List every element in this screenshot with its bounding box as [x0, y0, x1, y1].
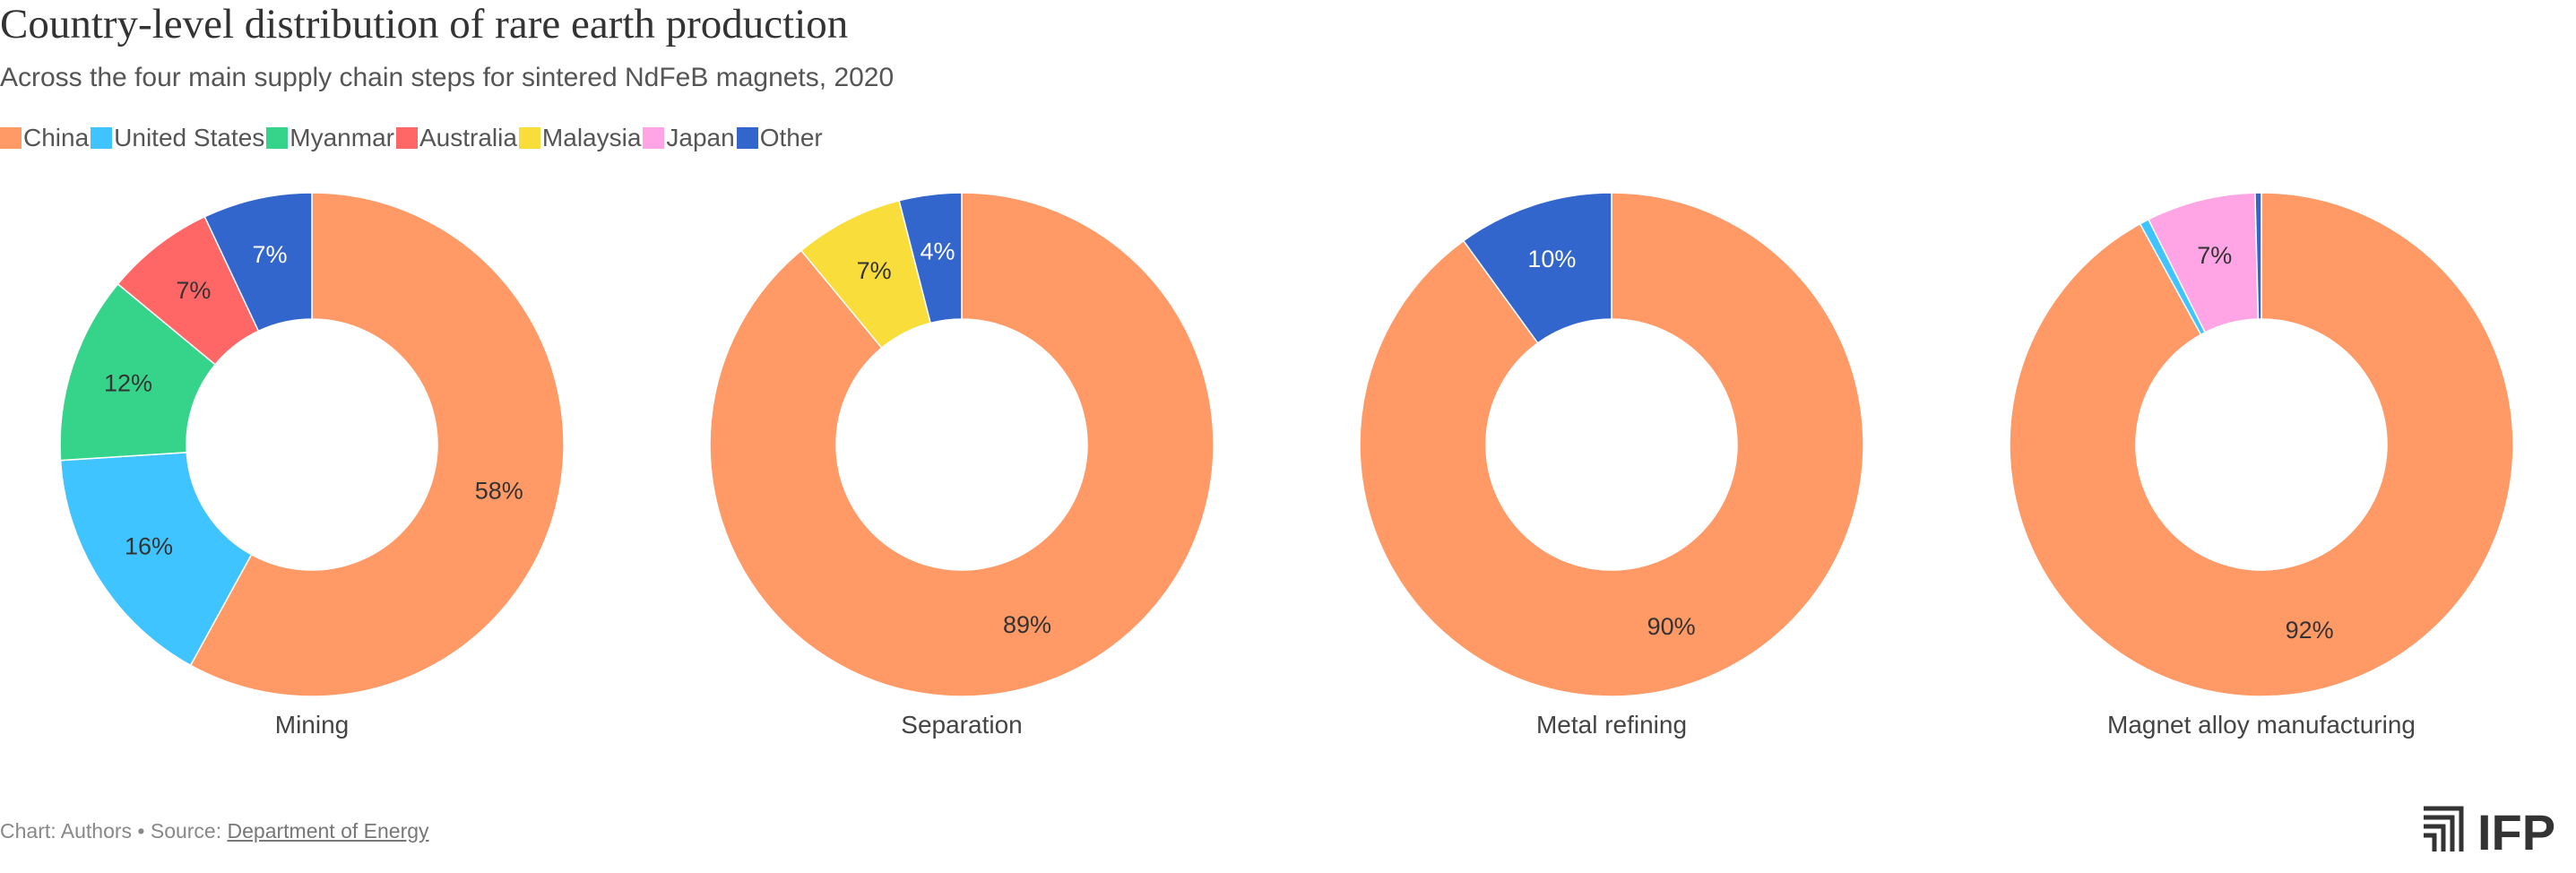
slice-magnet-alloy-manufacturing-other [2254, 192, 2262, 320]
logo-mark-icon [2424, 806, 2464, 851]
data-label-mining-australia: 7% [176, 277, 211, 304]
legend-swatch-myanmar [266, 127, 289, 149]
legend-item-other: Other [736, 124, 823, 152]
category-label-mining: Mining [275, 711, 349, 739]
data-label-mining-china: 58% [475, 478, 523, 505]
data-label-separation-china: 89% [1003, 611, 1051, 638]
slice-mining-myanmar [59, 282, 217, 462]
legend-label-myanmar: Myanmar [290, 124, 394, 151]
slice-metal-refining-china [1359, 192, 1864, 697]
donut-magnet-alloy-manufacturing: 92% 7% Magnet alloy manufacturing [2009, 192, 2514, 739]
data-label-mining-myanmar: 12% [104, 370, 152, 397]
legend: China United States Myanmar Australia Ma… [0, 122, 825, 154]
donut-charts: 58% 16% 12% 7% 7% Mining 89% 7% 4% Separation 90% 1… [59, 192, 2514, 739]
data-label-magnet-alloy-manufacturing-japan: 7% [2197, 242, 2232, 269]
legend-item-united-states: United States [91, 124, 264, 152]
footer: Chart: Authors • Source: Department of E… [0, 819, 429, 843]
data-label-mining-united-states: 16% [125, 533, 173, 560]
data-label-metal-refining-other: 10% [1527, 246, 1576, 272]
legend-item-japan: Japan [643, 124, 735, 152]
legend-swatch-malaysia [518, 127, 540, 149]
source-link[interactable]: Department of Energy [227, 819, 429, 843]
data-label-separation-malaysia: 7% [857, 257, 892, 284]
donut-separation: 89% 7% 4% Separation [709, 192, 1215, 739]
data-label-magnet-alloy-manufacturing-china: 92% [2286, 617, 2334, 644]
legend-swatch-other [736, 127, 758, 149]
slice-separation-other [898, 192, 963, 324]
footer-credit: Chart: Authors • Source: [0, 819, 228, 843]
category-label-magnet-alloy-manufacturing: Magnet alloy manufacturing [2107, 711, 2416, 739]
logo-text: IFP [2477, 804, 2555, 857]
ifp-logo: IFP [2424, 804, 2555, 857]
legend-label-china: China [23, 124, 90, 151]
slice-mining-china [189, 192, 565, 697]
legend-item-myanmar: Myanmar [266, 124, 394, 152]
legend-label-malaysia: Malaysia [541, 124, 642, 151]
category-label-metal-refining: Metal refining [1536, 711, 1687, 739]
legend-item-china: China [0, 124, 89, 152]
legend-label-japan: Japan [666, 124, 735, 151]
legend-swatch-australia [395, 127, 418, 149]
slice-mining-united-states [59, 451, 253, 667]
donut-metal-refining: 90% 10% Metal refining [1359, 192, 1864, 739]
data-label-separation-other: 4% [920, 238, 955, 264]
chart-title: Country-level distribution of rare earth… [0, 1, 849, 48]
category-label-separation: Separation [901, 711, 1022, 739]
legend-item-australia: Australia [395, 124, 517, 152]
slice-separation-china [709, 192, 1215, 697]
data-label-mining-other: 7% [252, 241, 287, 268]
legend-swatch-japan [643, 127, 665, 149]
legend-item-malaysia: Malaysia [518, 124, 642, 152]
slice-mining-other [203, 192, 313, 333]
legend-label-united-states: United States [114, 124, 265, 151]
donut-mining: 58% 16% 12% 7% 7% Mining [59, 192, 565, 739]
legend-label-other: Other [759, 124, 823, 151]
legend-swatch-china [0, 127, 22, 149]
legend-swatch-united-states [91, 127, 113, 149]
slice-magnet-alloy-manufacturing-china [2009, 192, 2514, 697]
slice-metal-refining-other [1462, 192, 1612, 344]
chart-subtitle: Across the four main supply chain steps … [0, 63, 895, 92]
legend-label-australia: Australia [419, 124, 517, 151]
data-label-metal-refining-china: 90% [1647, 613, 1696, 640]
